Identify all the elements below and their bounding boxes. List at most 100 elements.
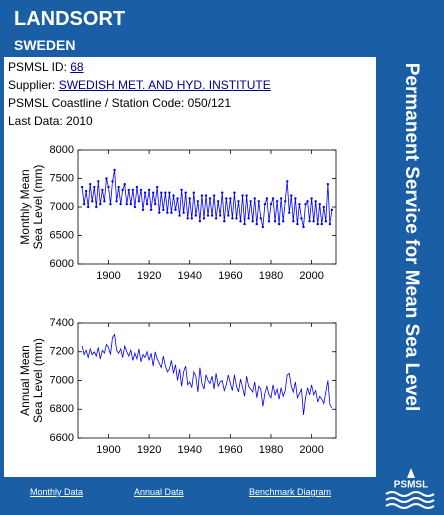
info-line: PSMSL Coastline / Station Code: 050/121 xyxy=(8,96,232,110)
data-point xyxy=(275,200,279,203)
data-point xyxy=(86,205,90,209)
data-point xyxy=(214,217,218,220)
data-point xyxy=(249,200,252,203)
data-point xyxy=(322,205,326,209)
benchmark-link[interactable]: Benchmark Diagram xyxy=(249,487,332,497)
data-point xyxy=(170,211,173,214)
station-id-link[interactable]: 68 xyxy=(70,60,84,74)
data-point xyxy=(131,188,135,192)
data-point xyxy=(162,208,165,212)
data-point xyxy=(186,217,189,220)
data-point xyxy=(314,200,317,203)
annual-data-link[interactable]: Annual Data xyxy=(134,487,184,497)
data-point xyxy=(263,202,267,206)
data-point xyxy=(184,191,187,194)
x-tick-label: 1960 xyxy=(218,270,242,282)
info-line: PSMSL ID: 68 xyxy=(8,60,84,74)
data-point xyxy=(229,197,232,200)
data-point xyxy=(320,222,323,226)
monthly-data-link[interactable]: Monthly Data xyxy=(30,487,84,497)
data-point xyxy=(267,220,271,223)
data-point xyxy=(292,220,295,223)
data-point xyxy=(182,211,185,214)
data-point xyxy=(231,217,234,220)
data-point xyxy=(178,214,181,217)
data-point xyxy=(194,214,198,217)
data-point xyxy=(119,202,122,206)
x-tick-label: 1960 xyxy=(218,444,242,456)
data-point xyxy=(212,194,216,197)
data-point xyxy=(117,185,120,189)
data-point xyxy=(312,220,315,223)
data-point xyxy=(198,220,202,223)
data-point xyxy=(80,185,84,189)
y-tick-label: 6500 xyxy=(50,229,74,241)
data-point xyxy=(216,200,220,203)
data-point xyxy=(95,205,98,209)
data-point xyxy=(174,208,177,212)
data-point xyxy=(308,220,311,223)
data-point xyxy=(259,217,263,220)
y-tick-label: 6800 xyxy=(50,403,74,415)
data-point xyxy=(91,200,94,203)
info-label: Supplier: xyxy=(8,78,56,92)
station-name: LANDSORT xyxy=(14,8,126,30)
data-point xyxy=(233,191,236,194)
y-tick-label: 6600 xyxy=(50,432,74,444)
y-tick-label: 7200 xyxy=(50,346,74,358)
data-point xyxy=(261,225,265,229)
data-point xyxy=(93,185,96,189)
data-point xyxy=(190,217,193,220)
data-point xyxy=(164,191,167,194)
data-point xyxy=(166,211,169,214)
data-point xyxy=(247,217,250,220)
x-tick-label: 1900 xyxy=(96,444,120,456)
data-point xyxy=(82,202,86,206)
data-point xyxy=(129,202,133,206)
data-point xyxy=(99,202,102,206)
logo-text: PSMSL xyxy=(394,480,428,491)
data-point xyxy=(188,197,191,200)
data-point xyxy=(316,222,319,226)
data-point xyxy=(121,188,124,192)
data-point xyxy=(245,194,248,197)
data-point xyxy=(141,208,145,212)
data-point xyxy=(101,188,104,192)
y-axis-label: Monthly Mean xyxy=(18,169,32,244)
country: SWEDEN xyxy=(14,37,76,53)
logo: PSMSL xyxy=(385,468,435,509)
data-point xyxy=(235,217,238,220)
data-point xyxy=(168,191,171,194)
data-point xyxy=(158,211,161,214)
data-point xyxy=(281,220,285,223)
data-point xyxy=(103,200,106,203)
info-line: Supplier: SWEDISH MET. AND HYD. INSTITUT… xyxy=(8,78,271,92)
data-point xyxy=(172,194,175,197)
data-point xyxy=(149,208,153,212)
info-label: PSMSL ID: xyxy=(8,60,67,74)
x-tick-label: 2000 xyxy=(299,270,323,282)
data-point xyxy=(156,185,159,189)
data-point xyxy=(221,191,224,194)
data-point xyxy=(109,202,112,206)
supplier-link[interactable]: SWEDISH MET. AND HYD. INSTITUTE xyxy=(58,78,271,92)
data-point xyxy=(127,188,130,192)
data-point xyxy=(300,217,303,220)
data-point xyxy=(225,197,228,200)
charts: 6000 6500 7000 7500 8000 1900 1920 1940 1960 1980… xyxy=(18,144,337,456)
data-point xyxy=(147,188,151,192)
x-tick-label: 1900 xyxy=(96,270,120,282)
data-point xyxy=(111,180,114,183)
data-point xyxy=(137,200,141,203)
data-point xyxy=(84,189,88,193)
y-axis-label: Annual Mean xyxy=(18,345,32,416)
data-point xyxy=(107,185,110,189)
data-point xyxy=(318,202,321,206)
data-point xyxy=(265,197,269,200)
data-point xyxy=(284,200,287,203)
y-tick-label: 7500 xyxy=(50,172,74,184)
x-tick-label: 2000 xyxy=(299,444,323,456)
x-tick-label: 1940 xyxy=(177,444,201,456)
data-point xyxy=(286,180,289,183)
data-line xyxy=(81,169,333,227)
